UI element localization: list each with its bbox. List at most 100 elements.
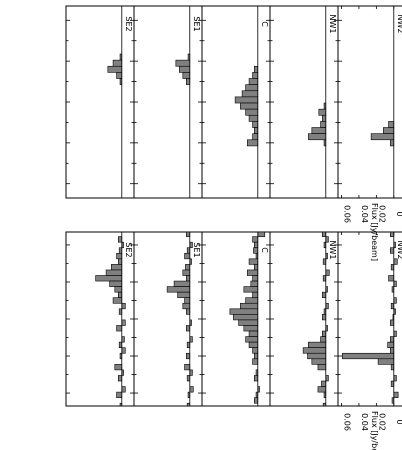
flux-bar <box>254 264 259 271</box>
flux-bar <box>186 78 191 85</box>
flux-tick-label: 0.06 <box>342 413 351 431</box>
flux-bar <box>112 297 123 304</box>
panel-label: NW1 <box>328 15 337 34</box>
flux-bar <box>320 336 327 343</box>
flux-bar <box>186 231 191 237</box>
panel-label: NW2 <box>396 241 402 260</box>
flux-tick-label: 0 <box>395 419 402 424</box>
flux-bar <box>182 269 191 276</box>
flux-bar <box>248 258 259 265</box>
flux-bar <box>320 121 327 128</box>
flux-bar <box>254 375 259 382</box>
flux-bar <box>252 121 259 128</box>
flux-bar <box>342 352 395 360</box>
panel-label: C <box>260 21 269 27</box>
flux-bar <box>184 364 191 371</box>
flux-tick-label: 0.02 <box>377 205 386 223</box>
flux-bar <box>121 386 126 393</box>
y-axis-title: Flux [Jy/beam] <box>370 203 379 261</box>
flux-bar <box>393 391 399 398</box>
flux-bar <box>390 347 395 354</box>
flux-bar <box>254 127 259 134</box>
panel-label: C <box>260 247 269 253</box>
panel-label: SE1 <box>192 242 201 257</box>
flux-bar <box>247 269 259 276</box>
flux-bar <box>114 286 123 293</box>
flux-bar <box>118 375 123 382</box>
flux-tick-label: 0.02 <box>377 413 386 431</box>
panel-label: SE2 <box>124 16 133 31</box>
flux-bar <box>245 84 259 92</box>
flux-bar <box>182 72 191 79</box>
flux-bar <box>308 341 327 348</box>
flux-bar <box>238 319 259 326</box>
flux-bar <box>109 280 123 287</box>
flux-bar <box>245 108 259 116</box>
flux-bar <box>182 302 191 310</box>
flux-bar <box>254 65 259 73</box>
flux-bar <box>321 380 327 387</box>
flux-bar <box>245 336 259 343</box>
flux-bar <box>95 275 123 282</box>
flux-bar <box>248 341 259 348</box>
panel-frame <box>337 5 402 199</box>
flux-bar <box>186 352 191 360</box>
flux-bar <box>254 241 259 249</box>
flux-bar <box>229 308 259 315</box>
flux-bar <box>243 286 259 293</box>
flux-bar <box>393 258 398 265</box>
y-axis-title: Flux [Jy/beam] <box>370 411 379 450</box>
flux-bar <box>317 364 327 371</box>
flux-bar <box>311 127 327 134</box>
flux-bar <box>252 72 259 79</box>
flux-bar <box>390 336 395 343</box>
flux-bar <box>240 302 259 310</box>
flux-tick-label: 0.06 <box>342 205 351 223</box>
flux-bar <box>252 236 259 243</box>
panel-label: SE2 <box>124 242 133 257</box>
flux-bar <box>322 231 327 237</box>
flux-bar <box>121 347 126 354</box>
flux-tick-label: 0.04 <box>360 413 369 431</box>
flux-bar <box>173 280 191 287</box>
panel-frame <box>133 5 203 199</box>
flux-bar <box>241 90 259 98</box>
flux-tick-label: 0.04 <box>360 205 369 223</box>
flux-bar <box>184 252 191 260</box>
flux-bar <box>307 352 327 360</box>
flux-bar <box>302 347 327 354</box>
flux-bar <box>114 364 123 371</box>
flux-bar <box>245 297 259 304</box>
flux-bar <box>116 325 123 332</box>
flux-bar <box>318 108 327 116</box>
flux-bar <box>116 72 123 79</box>
flux-bar <box>322 330 327 337</box>
panel-frame <box>337 231 402 407</box>
flux-bar <box>118 291 123 299</box>
flux-bar <box>186 275 191 282</box>
flux-bar <box>105 269 123 276</box>
flux-bar <box>322 291 327 299</box>
flux-bar <box>185 264 191 271</box>
spectrum-panel-nw2 <box>337 231 402 407</box>
flux-bar <box>253 247 259 254</box>
flux-bar <box>390 231 395 237</box>
flux-bar <box>116 252 123 260</box>
flux-bar <box>388 121 395 128</box>
flux-bar <box>250 280 259 287</box>
flux-bar <box>390 247 395 254</box>
flux-bar <box>234 96 259 104</box>
flux-bar <box>118 258 123 265</box>
panel-frame <box>65 5 135 199</box>
flux-bar <box>252 358 259 365</box>
flux-bar <box>390 139 395 147</box>
flux-bar <box>240 102 259 110</box>
flux-bar <box>248 78 259 85</box>
flux-bar <box>179 65 191 73</box>
flux-bar <box>388 275 395 282</box>
panel-frame <box>65 231 135 407</box>
flux-bar <box>370 133 395 141</box>
flux-bar <box>116 391 123 398</box>
flux-bar <box>252 347 259 354</box>
